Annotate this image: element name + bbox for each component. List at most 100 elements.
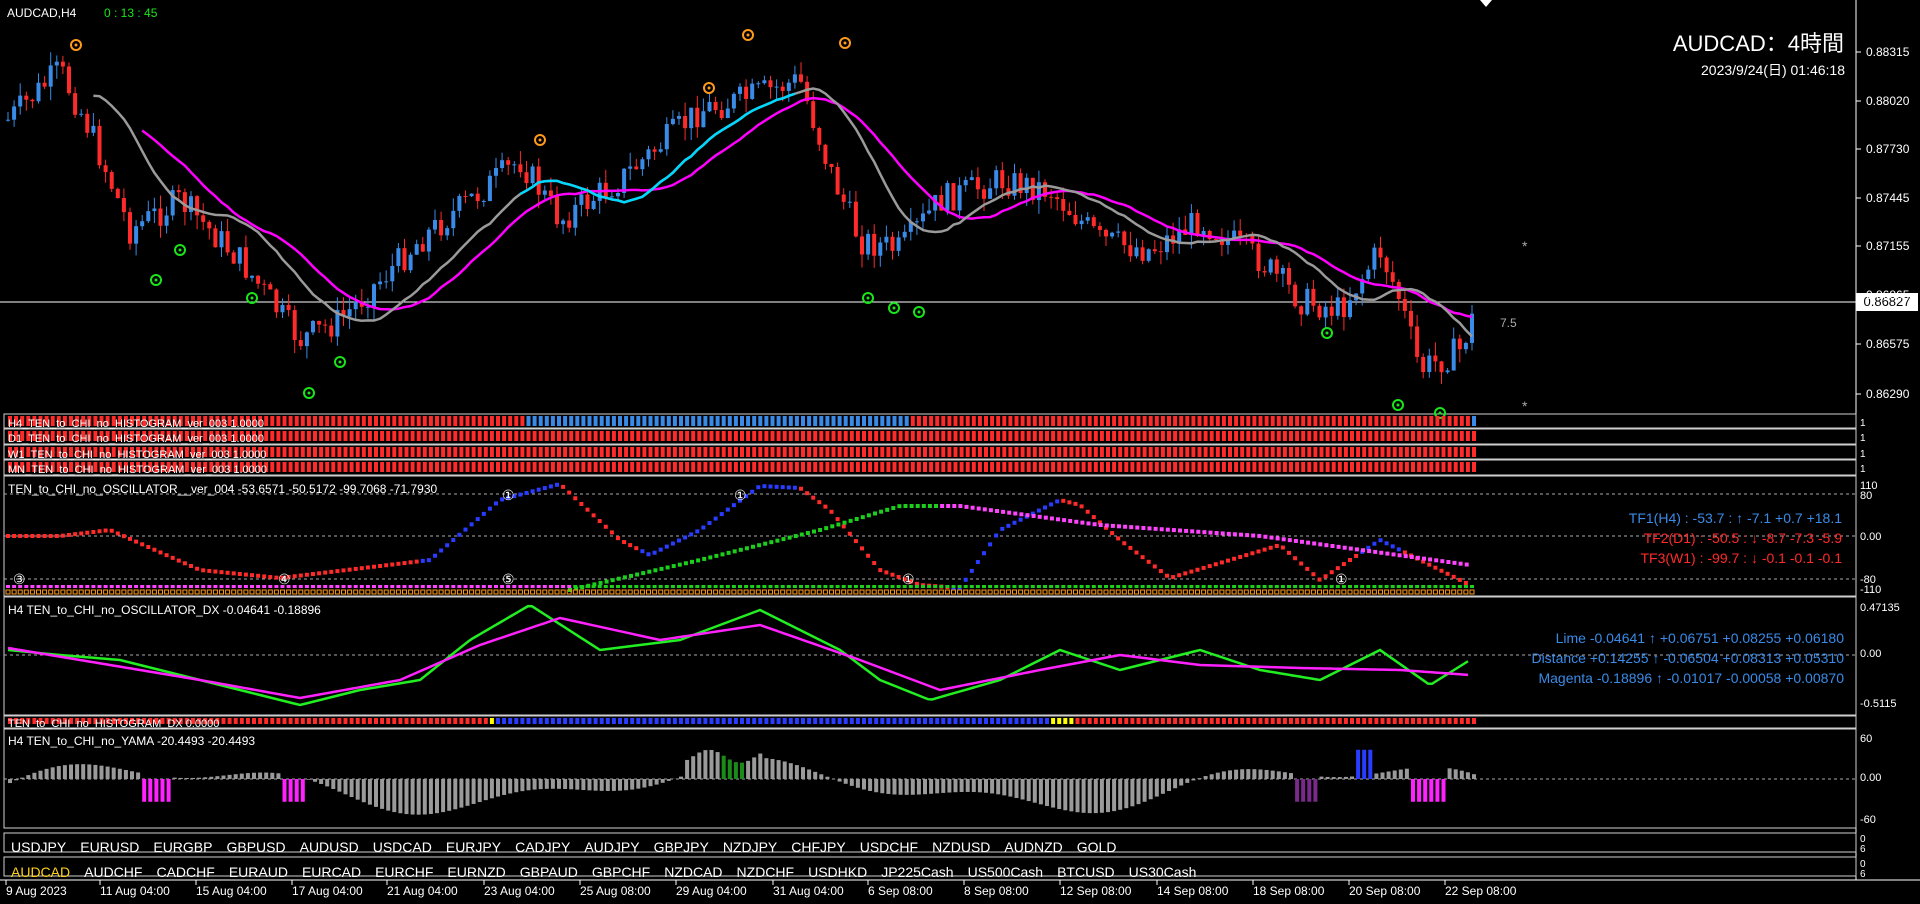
symbol-button-nzdjpy[interactable]: NZDJPY	[722, 839, 778, 855]
osc-dot	[1036, 508, 1041, 513]
histogram-bar	[1380, 462, 1385, 472]
histogram-bar	[941, 416, 946, 426]
histogram-bar	[727, 462, 732, 472]
osc-mn-dot	[213, 585, 218, 588]
symbol-button-gbpaud[interactable]: GBPAUD	[519, 864, 578, 880]
histogram-bar	[1038, 447, 1043, 457]
histogram-bar	[459, 447, 464, 457]
osc-mn-dot	[1470, 585, 1474, 588]
symbol-button-gold[interactable]: GOLD	[1076, 839, 1117, 855]
osc-dot	[1061, 498, 1066, 503]
symbol-button-audusd[interactable]: AUDUSD	[299, 839, 359, 855]
candle-body	[664, 124, 669, 150]
dx-magenta-line	[7, 616, 1469, 700]
dx-hist-bar	[209, 718, 214, 724]
candle-body	[1415, 326, 1420, 357]
histogram-bar	[544, 431, 549, 441]
histogram-bar	[740, 431, 744, 441]
osc-dot	[963, 577, 968, 582]
osc-dot	[433, 553, 437, 558]
histogram-bar	[56, 416, 61, 426]
osc-mn-dot	[152, 585, 157, 588]
candle-body	[1427, 355, 1432, 373]
histogram-bar	[105, 416, 110, 426]
dx-hist-bar	[270, 718, 275, 724]
histogram-bar	[1051, 416, 1056, 426]
candle-body	[36, 82, 41, 102]
osc-mn-dot	[707, 585, 712, 588]
histogram-bar	[813, 447, 818, 457]
yama-bar	[892, 779, 897, 795]
yama-bar	[1423, 779, 1428, 802]
yama-bar	[81, 764, 86, 779]
symbol-button-audcad[interactable]: AUDCAD	[11, 864, 71, 880]
dx-hist-bar	[1246, 718, 1251, 724]
symbol-button-cadchf[interactable]: CADCHF	[156, 864, 215, 880]
histogram-bar	[550, 462, 555, 472]
osc-mn-dot	[512, 585, 517, 588]
histogram-bar	[1087, 462, 1092, 472]
histogram-bar	[1319, 462, 1324, 472]
symbol-button-nzdusd[interactable]: NZDUSD	[932, 839, 991, 855]
symbol-button-eurcad[interactable]: EURCAD	[301, 864, 362, 880]
symbol-button-eurgbp[interactable]: EURGBP	[153, 839, 213, 855]
symbol-button-gbpchf[interactable]: GBPCHF	[591, 864, 651, 880]
osc-dot	[231, 571, 236, 576]
symbol-button-nzdchf[interactable]: NZDCHF	[736, 864, 795, 880]
histogram-bar	[1038, 416, 1043, 426]
histogram-bar	[1325, 416, 1330, 426]
osc-dot	[1354, 553, 1359, 558]
symbol-button-btcusd[interactable]: BTCUSD	[1057, 864, 1115, 880]
symbol-button-usdchf[interactable]: USDCHF	[859, 839, 919, 855]
symbol-button-chfjpy[interactable]: CHFJPY	[791, 839, 846, 855]
hist-h4-scale: 1	[1860, 418, 1866, 429]
histogram-bar	[313, 431, 317, 441]
histogram-bar	[50, 431, 55, 441]
symbol-button-euraud[interactable]: EURAUD	[228, 864, 288, 880]
osc-w1-dot	[993, 589, 999, 595]
symbol-button-eurjpy[interactable]: EURJPY	[445, 839, 502, 855]
dx-hist-bar	[428, 718, 433, 724]
histogram-bar	[367, 447, 372, 457]
symbol-button-audnzd[interactable]: AUDNZD	[1004, 839, 1063, 855]
symbol-button-eurnzd[interactable]: EURNZD	[447, 864, 506, 880]
osc-dot	[811, 495, 816, 500]
histogram-bar	[953, 462, 958, 472]
osc-mn-dot	[780, 585, 785, 588]
symbol-button-usdcad[interactable]: USDCAD	[372, 839, 432, 855]
osc-dot	[1323, 574, 1328, 579]
yama-bar	[8, 779, 12, 784]
histogram-bar	[514, 431, 519, 441]
symbol-button-eurchf[interactable]: EURCHF	[375, 864, 434, 880]
osc-w1-dot	[170, 589, 176, 595]
symbol-button-gbpjpy[interactable]: GBPJPY	[653, 839, 709, 855]
symbol-button-usdjpy[interactable]: USDJPY	[11, 839, 67, 855]
symbol-button-us30cash[interactable]: US30Cash	[1128, 864, 1197, 880]
osc-w1-dot	[11, 589, 17, 595]
symbol-button-eurusd[interactable]: EURUSD	[80, 839, 140, 855]
symbol-button-usdhkd[interactable]: USDHKD	[808, 864, 868, 880]
osc-dot	[769, 540, 774, 545]
osc-mn-dot	[1390, 585, 1395, 588]
symbol-button-audchf[interactable]: AUDCHF	[84, 864, 143, 880]
symbol-button-jp225cash[interactable]: JP225Cash	[881, 864, 954, 880]
candle-body	[146, 211, 151, 222]
osc-w1-dot	[1384, 589, 1390, 595]
histogram-bar	[1160, 431, 1165, 441]
histogram-bar	[221, 447, 226, 457]
symbol-button-audjpy[interactable]: AUDJPY	[584, 839, 640, 855]
histogram-bar	[947, 447, 952, 457]
histogram-bar	[685, 447, 690, 457]
symbol-button-nzdcad[interactable]: NZDCAD	[664, 864, 723, 880]
symbol-button-cadjpy[interactable]: CADJPY	[515, 839, 571, 855]
osc-w1-dot	[237, 589, 243, 595]
yama-bar	[1020, 779, 1025, 800]
dx-histogram-strip	[8, 718, 1476, 724]
yama-bar	[1276, 771, 1281, 779]
symbol-button-us500cash[interactable]: US500Cash	[967, 864, 1044, 880]
candle-body	[292, 310, 297, 341]
histogram-bar	[984, 462, 988, 472]
symbol-button-gbpusd[interactable]: GBPUSD	[226, 839, 286, 855]
buy-signal-dot	[1396, 403, 1400, 407]
